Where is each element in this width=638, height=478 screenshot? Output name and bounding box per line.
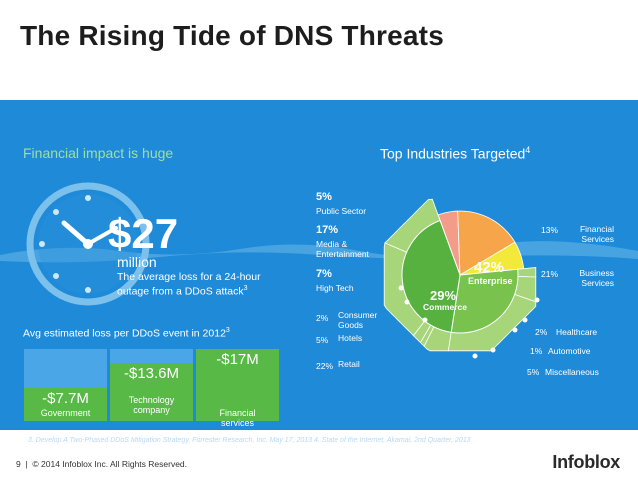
- enterprise-pct: 42%: [474, 259, 505, 276]
- loss-figure: $27: [108, 210, 179, 257]
- header: [0, 0, 638, 102]
- pie-slice: [459, 241, 525, 276]
- label-high-tech: High Tech: [316, 283, 354, 293]
- label-public-sector: Public Sector: [316, 206, 367, 216]
- loss-description: The average loss for a 24-hour outage fr…: [117, 271, 261, 298]
- pct-high-tech: 7%: [316, 268, 332, 280]
- label-healthcare: Healthcare: [556, 327, 598, 337]
- loss-unit: million: [117, 254, 157, 270]
- pct-media: 17%: [316, 224, 339, 236]
- industries-chart: [383, 198, 540, 359]
- label-media: Media & Entertainment: [316, 239, 369, 259]
- pct-misc: 5%: [527, 367, 540, 377]
- bar-value-label: -$13.6M: [123, 365, 180, 383]
- label-retail: Retail: [338, 359, 360, 369]
- clock-icon: [26, 182, 150, 306]
- commerce-pct: 29%: [430, 288, 457, 303]
- label-hotels: Hotels: [338, 333, 363, 343]
- commerce-label: Commerce: [423, 302, 467, 312]
- connector-dot: [522, 317, 528, 323]
- slide-title: The Rising Tide of DNS Threats: [20, 20, 444, 51]
- connector-dot: [404, 299, 410, 305]
- pct-healthcare: 2%: [535, 327, 548, 337]
- estimate-heading: Avg estimated loss per DDoS event in 201…: [23, 327, 230, 340]
- pct-consumer-goods: 2%: [316, 313, 329, 323]
- pct-automotive: 1%: [530, 346, 543, 356]
- label-consumer-goods: Consumer Goods: [338, 310, 378, 330]
- bar: [196, 349, 279, 421]
- footer-copyright: 9 | © 2014 Infoblox Inc. All Rights Rese…: [16, 459, 188, 469]
- connector-dot: [472, 353, 478, 359]
- label-business: Business Services: [579, 268, 615, 288]
- connector-dot: [512, 327, 518, 333]
- bar: [24, 388, 107, 421]
- enterprise-segment: [401, 219, 461, 333]
- label-automotive: Automotive: [548, 346, 591, 356]
- connector-dot: [398, 285, 404, 291]
- commerce-segment: [450, 268, 519, 334]
- bar: [110, 363, 193, 421]
- industries-heading: Top Industries Targeted4: [380, 145, 531, 162]
- connector-dot: [422, 317, 428, 323]
- label-financial: Financial Services: [579, 224, 614, 244]
- pct-retail: 22%: [316, 361, 334, 371]
- pct-public-sector: 5%: [316, 191, 332, 203]
- footer-bar: [0, 450, 638, 478]
- bar-value-label: -$7.7M: [42, 390, 89, 408]
- enterprise-label: Enterprise: [468, 276, 513, 286]
- footnote: 3. Develop A Two-Phased DDoS Mitigation …: [28, 437, 471, 444]
- bar-value-label: -$17M: [216, 351, 259, 368]
- pct-hotels: 5%: [316, 335, 329, 345]
- infoblox-logo: Infoblox: [552, 452, 620, 472]
- label-misc: Miscellaneous: [545, 367, 599, 377]
- bar-category-label: Government: [40, 408, 91, 418]
- pct-financial: 13%: [541, 225, 559, 235]
- bar-category-label: Technology company: [128, 395, 175, 415]
- connector-dot: [490, 347, 496, 353]
- pct-business: 21%: [541, 269, 559, 279]
- connector-dot: [534, 297, 540, 303]
- bar-category-label: Financial services: [219, 408, 256, 428]
- pie-slice: [457, 210, 516, 276]
- financial-heading: Financial impact is huge: [23, 145, 174, 161]
